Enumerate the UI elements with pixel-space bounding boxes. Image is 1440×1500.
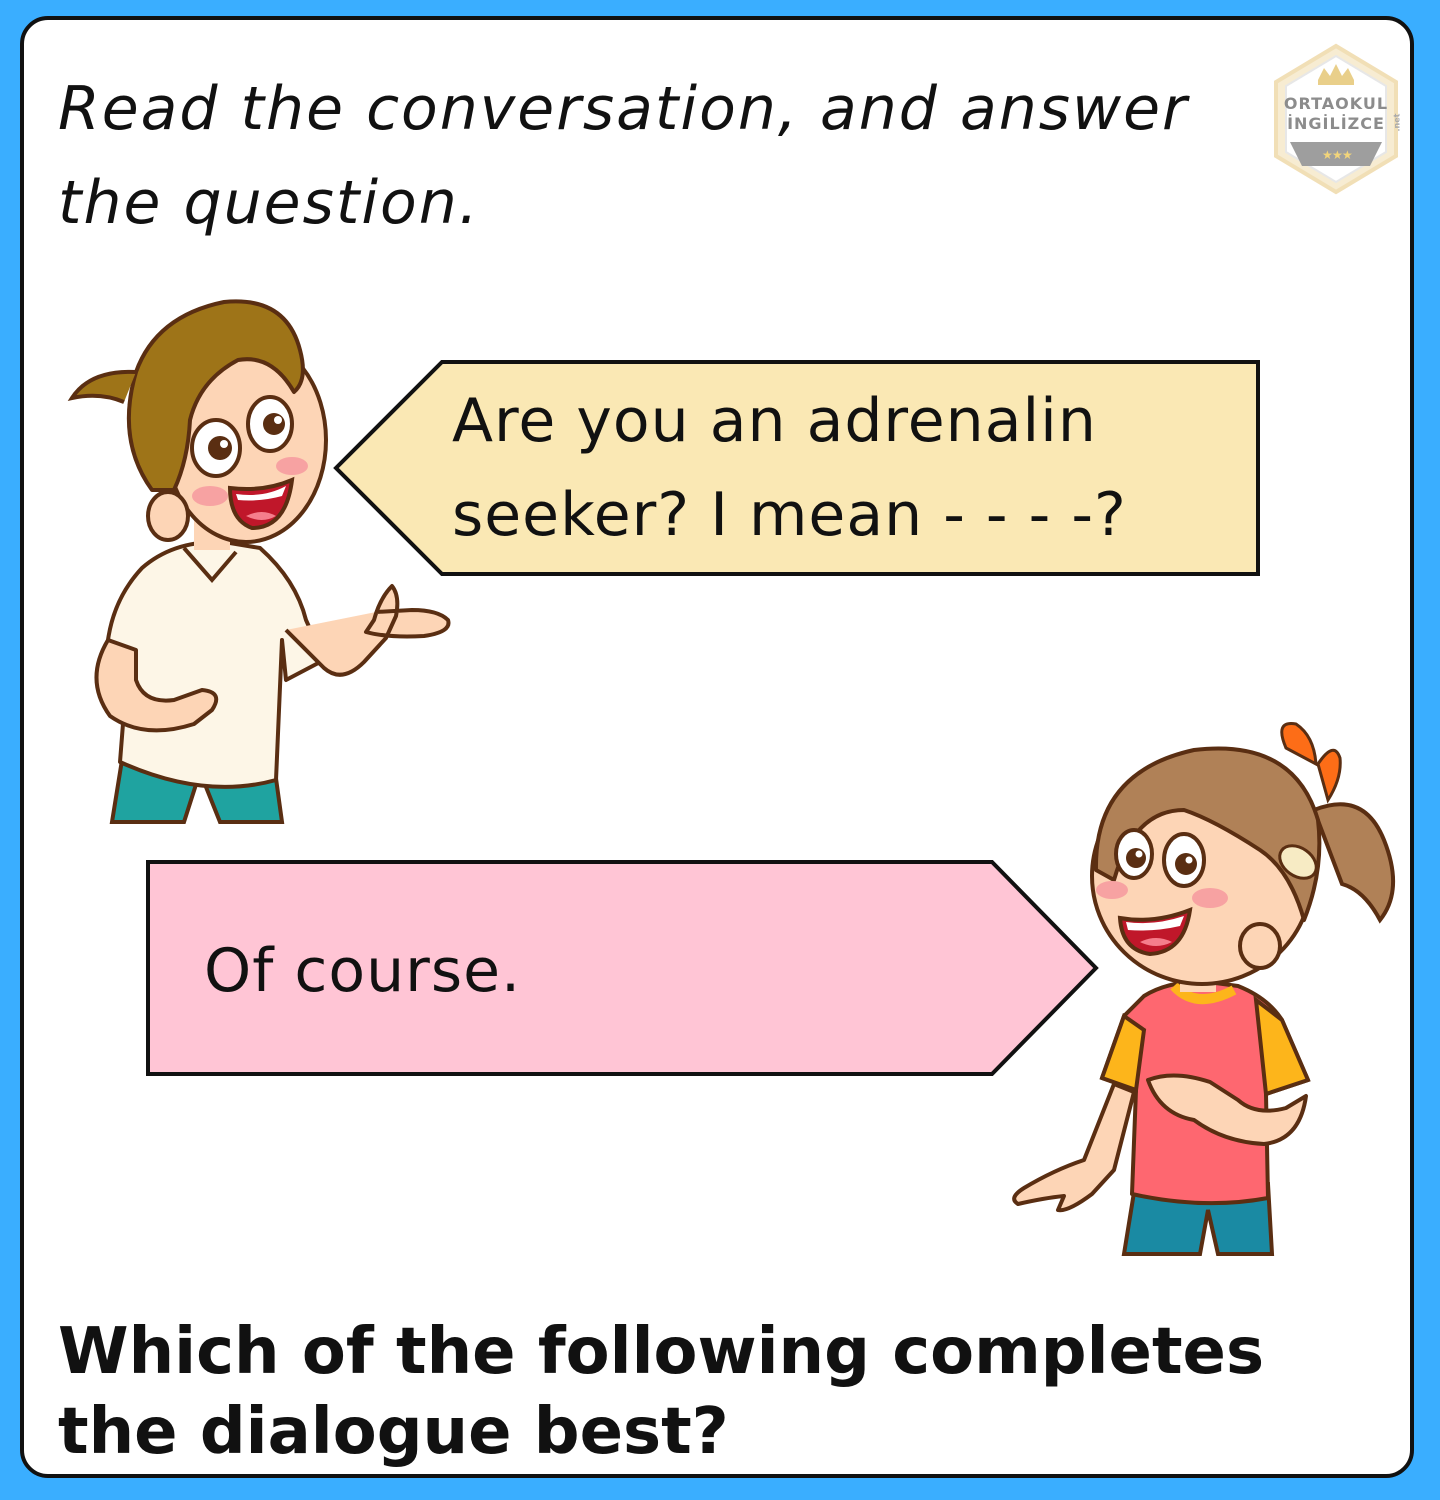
logo-line2: İNGİLİZCE — [1287, 114, 1385, 133]
question-card: Read the conversation, and answer the qu… — [20, 16, 1414, 1478]
boy-character-icon — [67, 299, 451, 824]
instruction-text: Read the conversation, and answer the qu… — [58, 74, 1189, 238]
boy-speech-bubble — [333, 360, 1260, 576]
question-text: Which of the following completes the dia… — [58, 1315, 1265, 1469]
logo-line1: ORTAOKUL — [1283, 94, 1389, 113]
svg-text:★: ★ — [1332, 148, 1343, 162]
boy-dialogue-text: Are you an adrenalin seeker? I mean - - … — [452, 386, 1127, 550]
girl-dialogue-text: Of course. — [204, 936, 522, 1006]
girl-character-icon — [1012, 722, 1395, 1256]
site-logo: ★ ★ ★ ORTAOKUL İNGİLİZCE .net — [1270, 42, 1402, 196]
logo-badge-icon: ★ ★ ★ — [1274, 43, 1398, 195]
illustration-scene — [67, 299, 1395, 1256]
svg-text:★: ★ — [1342, 148, 1353, 162]
girl-speech-bubble — [146, 860, 1099, 1076]
svg-text:★: ★ — [1322, 148, 1333, 162]
